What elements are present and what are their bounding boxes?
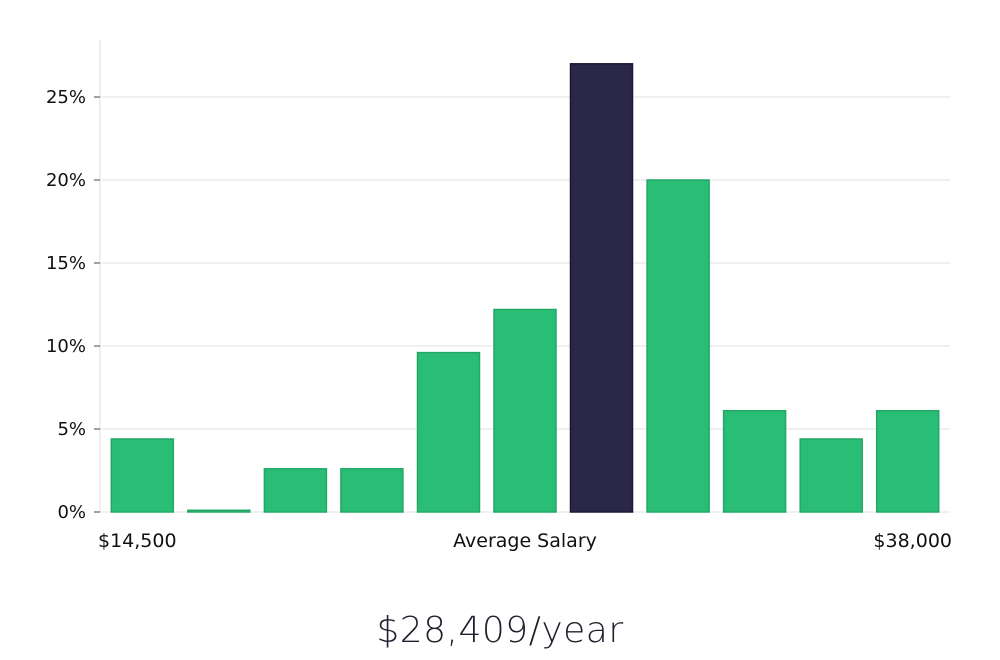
y-tick-label: 0% [57,502,86,523]
average-salary-value: $28,409/year [376,610,624,651]
bar [263,468,328,513]
x-max-label: $38,000 [873,530,952,552]
y-tick-label: 5% [57,419,86,440]
bar [340,468,404,513]
y-tick-label: 20% [46,170,86,191]
bar [799,438,863,513]
bars [110,63,940,513]
bar [187,509,251,513]
bar [875,409,940,513]
y-axis-ticks: 0% 5% 10% 15% 20% 25% [46,87,100,523]
bar-highlighted [569,63,634,513]
bar [110,438,175,513]
bar [493,308,557,513]
x-min-label: $14,500 [98,530,177,552]
y-tick-label: 25% [46,87,86,108]
y-tick-label: 10% [46,336,86,357]
x-axis-label: Average Salary [453,530,597,552]
bar [722,409,787,513]
bar [416,351,481,513]
y-tick-label: 15% [46,253,86,274]
bar [646,179,710,513]
